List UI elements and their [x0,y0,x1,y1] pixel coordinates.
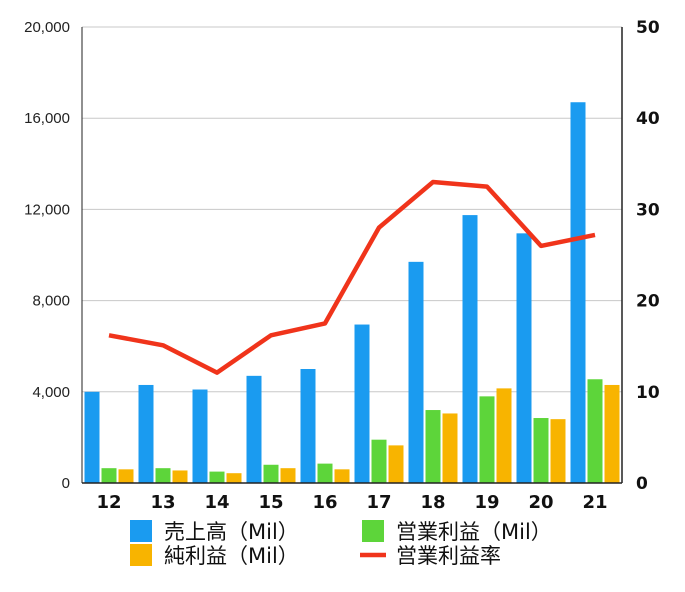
x-tick-label: 17 [366,492,391,513]
bar-3-16 [334,469,350,483]
line-series [108,179,596,375]
legend-swatch [130,544,152,566]
bar-3-19 [496,388,512,483]
legend-label: 売上高（Mil） [164,520,299,544]
bar-1-18 [408,261,424,483]
bar-2-19 [479,396,495,483]
left-axis-ticks: 0 4,000 8,000 12,000 16,000 20,000 [24,19,70,492]
bar-3-14 [226,473,242,483]
bar-2-16 [317,463,333,483]
left-tick-label: 20,000 [24,19,70,36]
left-tick-label: 4,000 [32,384,70,401]
bar-1-15 [246,375,262,483]
left-tick-label: 8,000 [32,293,70,310]
axes [81,27,623,484]
x-tick-label: 18 [420,492,445,513]
gridlines [82,26,622,393]
line-margin-0 [108,179,596,375]
bar-1-12 [84,391,100,483]
bar-2-20 [533,418,549,483]
legend-swatch [362,520,384,542]
bar-1-17 [354,324,370,483]
bar-2-15 [263,464,279,483]
right-tick-label: 40 [636,109,660,129]
x-tick-label: 12 [96,492,121,513]
left-tick-label: 16,000 [24,110,70,127]
legend-swatch [130,520,152,542]
legend-label: 純利益（Mil） [164,544,299,568]
bar-2-14 [209,471,225,483]
left-tick-label: 12,000 [24,201,70,218]
bar-3-13 [172,470,188,483]
right-tick-label: 0 [636,474,648,494]
x-tick-label: 13 [150,492,175,513]
bar-3-18 [442,413,458,483]
right-axis-ticks: 0 10 20 30 40 50 [636,18,660,494]
bar-3-12 [118,469,134,483]
bar-1-14 [192,389,208,483]
right-tick-label: 50 [636,18,660,38]
x-tick-label: 14 [204,492,229,513]
bar-marks [84,102,620,484]
x-tick-label: 15 [258,492,283,513]
right-tick-label: 10 [636,383,660,403]
bar-3-15 [280,468,296,483]
bar-3-21 [604,384,620,483]
bar-3-17 [388,445,404,483]
bar-2-12 [101,468,117,483]
bar-1-19 [462,215,478,483]
bar-2-21 [587,379,603,483]
bar-2-13 [155,468,171,483]
right-tick-label: 20 [636,292,660,312]
legend-label: 営業利益（Mil） [396,520,552,544]
x-tick-label: 20 [528,492,553,513]
bar-2-17 [371,439,387,483]
bar-1-21 [570,102,586,484]
bar-2-18 [425,410,441,483]
x-tick-label: 19 [474,492,499,513]
left-tick-label: 0 [62,475,70,492]
right-tick-label: 30 [636,200,660,220]
bar-1-13 [138,384,154,483]
x-axis-ticks: 12 13 14 15 16 17 18 19 20 21 [96,492,607,513]
legend-label: 営業利益率 [396,544,501,568]
bar-3-20 [550,419,566,483]
x-tick-label: 21 [582,492,607,513]
bar-1-16 [300,369,316,483]
legend: 売上高（Mil） 営業利益（Mil） 純利益（Mil） 営業利益率 [130,520,552,568]
x-tick-label: 16 [312,492,337,513]
bar-1-20 [516,233,532,483]
